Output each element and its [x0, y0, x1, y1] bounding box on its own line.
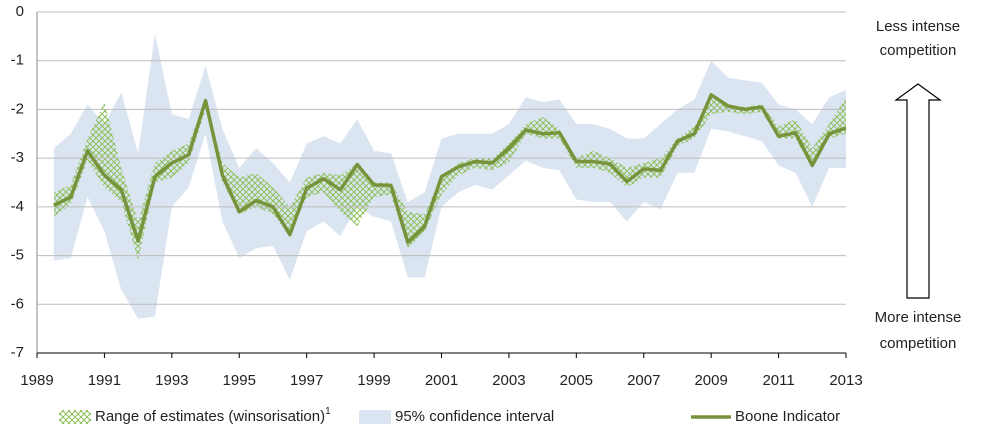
x-tick-label: 1993: [155, 372, 188, 389]
footnote-marker: 1: [325, 406, 331, 417]
y-tick-label: -7: [11, 344, 24, 361]
x-tick-label: 2007: [627, 372, 660, 389]
y-tick-label: -6: [11, 295, 24, 312]
legend-label: Boone Indicator: [735, 408, 840, 425]
band: [53, 97, 846, 261]
y-tick-label: -4: [11, 198, 24, 215]
line: [53, 93, 847, 245]
legend-swatch: [59, 410, 91, 424]
legend-label: 95% confidence interval: [395, 408, 554, 425]
legend-label: Range of estimates (winsorisation)1: [95, 406, 331, 425]
annotation: More intense: [875, 309, 962, 326]
x-tick-label: 1995: [223, 372, 256, 389]
x-tick-label: 2005: [560, 372, 593, 389]
y-tick-label: -5: [11, 247, 24, 264]
x-tick-label: 1991: [88, 372, 121, 389]
x-tick-label: 1989: [20, 372, 53, 389]
x-tick-label: 2013: [829, 372, 862, 389]
direction-arrow: [894, 83, 942, 299]
x-tick-label: 1999: [357, 372, 390, 389]
y-tick-label: 0: [16, 3, 24, 20]
legend-swatch: [359, 410, 391, 424]
y-tick-label: -2: [11, 100, 24, 117]
y-tick-label: -1: [11, 52, 24, 69]
x-tick-label: 2003: [492, 372, 525, 389]
x-tick-label: 1997: [290, 372, 323, 389]
y-tick-label: -3: [11, 149, 24, 166]
x-tick-label: 2009: [694, 372, 727, 389]
annotation: competition: [880, 335, 957, 352]
x-tick-label: 2011: [762, 372, 794, 389]
annotation: competition: [880, 42, 957, 59]
x-tick-label: 2001: [425, 372, 458, 389]
annotation: Less intense: [876, 18, 960, 35]
